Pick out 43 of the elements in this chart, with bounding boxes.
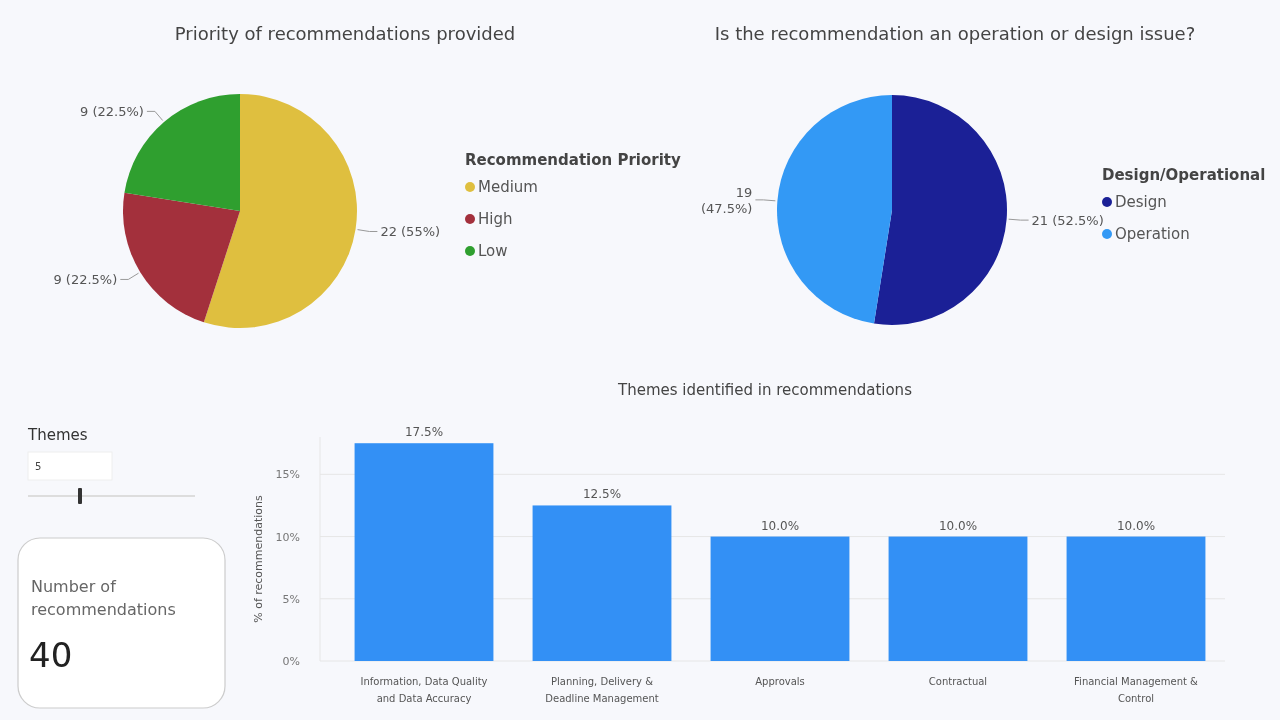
data-label: 12.5%	[582, 487, 622, 502]
bar	[888, 536, 1028, 661]
pie-slice	[123, 192, 240, 323]
y-tick-label: 0%	[282, 655, 300, 668]
data-label: 17.5%	[404, 425, 444, 440]
data-label: 10.0%	[760, 518, 800, 533]
x-tick-label: Contractual	[928, 676, 988, 687]
bar	[532, 505, 672, 661]
data-label: 9 (22.5%)	[53, 272, 118, 288]
chart-title: Is the recommendation an operation or design issue?	[714, 23, 1196, 44]
text: Number of recommendations	[31, 577, 176, 619]
x-tick-label: Planning, Delivery & Deadline Management	[545, 676, 659, 704]
legend-label: Operation	[1115, 225, 1190, 243]
pie-slice	[777, 95, 892, 324]
legend-label: Design	[1115, 193, 1167, 211]
legend-label: High	[478, 210, 513, 228]
pie-slice	[203, 94, 357, 328]
y-tick-label: 15%	[275, 468, 300, 482]
text: 40	[29, 635, 73, 675]
bar	[710, 536, 850, 661]
chart-title: Priority of recommendations provided	[174, 23, 516, 44]
data-label: 22 (55%)	[380, 224, 441, 240]
text: 5	[35, 461, 42, 472]
data-label: 10.0%	[938, 518, 978, 533]
text: Themes	[27, 426, 88, 444]
chart-title: Themes identified in recommendations	[617, 381, 913, 399]
data-label: 21 (52.5%)	[1031, 213, 1104, 229]
legend-label: Medium	[478, 178, 538, 196]
y-tick-label: 10%	[275, 530, 300, 544]
bar	[354, 443, 494, 661]
x-tick-label: Approvals	[755, 676, 805, 687]
data-label: 10.0%	[1116, 518, 1156, 533]
pie-slice	[874, 95, 1007, 325]
y-tick-label: 5%	[282, 592, 300, 606]
bar	[1066, 536, 1206, 661]
legend-label: Low	[478, 242, 508, 260]
data-label: 9 (22.5%)	[80, 104, 144, 120]
x-tick-label: Financial Management & Control	[1074, 676, 1199, 704]
legend-title: Design/Operational	[1102, 166, 1266, 184]
y-axis-title: % of recommendations	[252, 494, 265, 623]
data-label: 19 (47.5%)	[700, 184, 753, 216]
legend-title: Recommendation Priority	[465, 151, 681, 169]
x-tick-label: Information, Data Quality and Data Accuracy	[360, 676, 488, 704]
